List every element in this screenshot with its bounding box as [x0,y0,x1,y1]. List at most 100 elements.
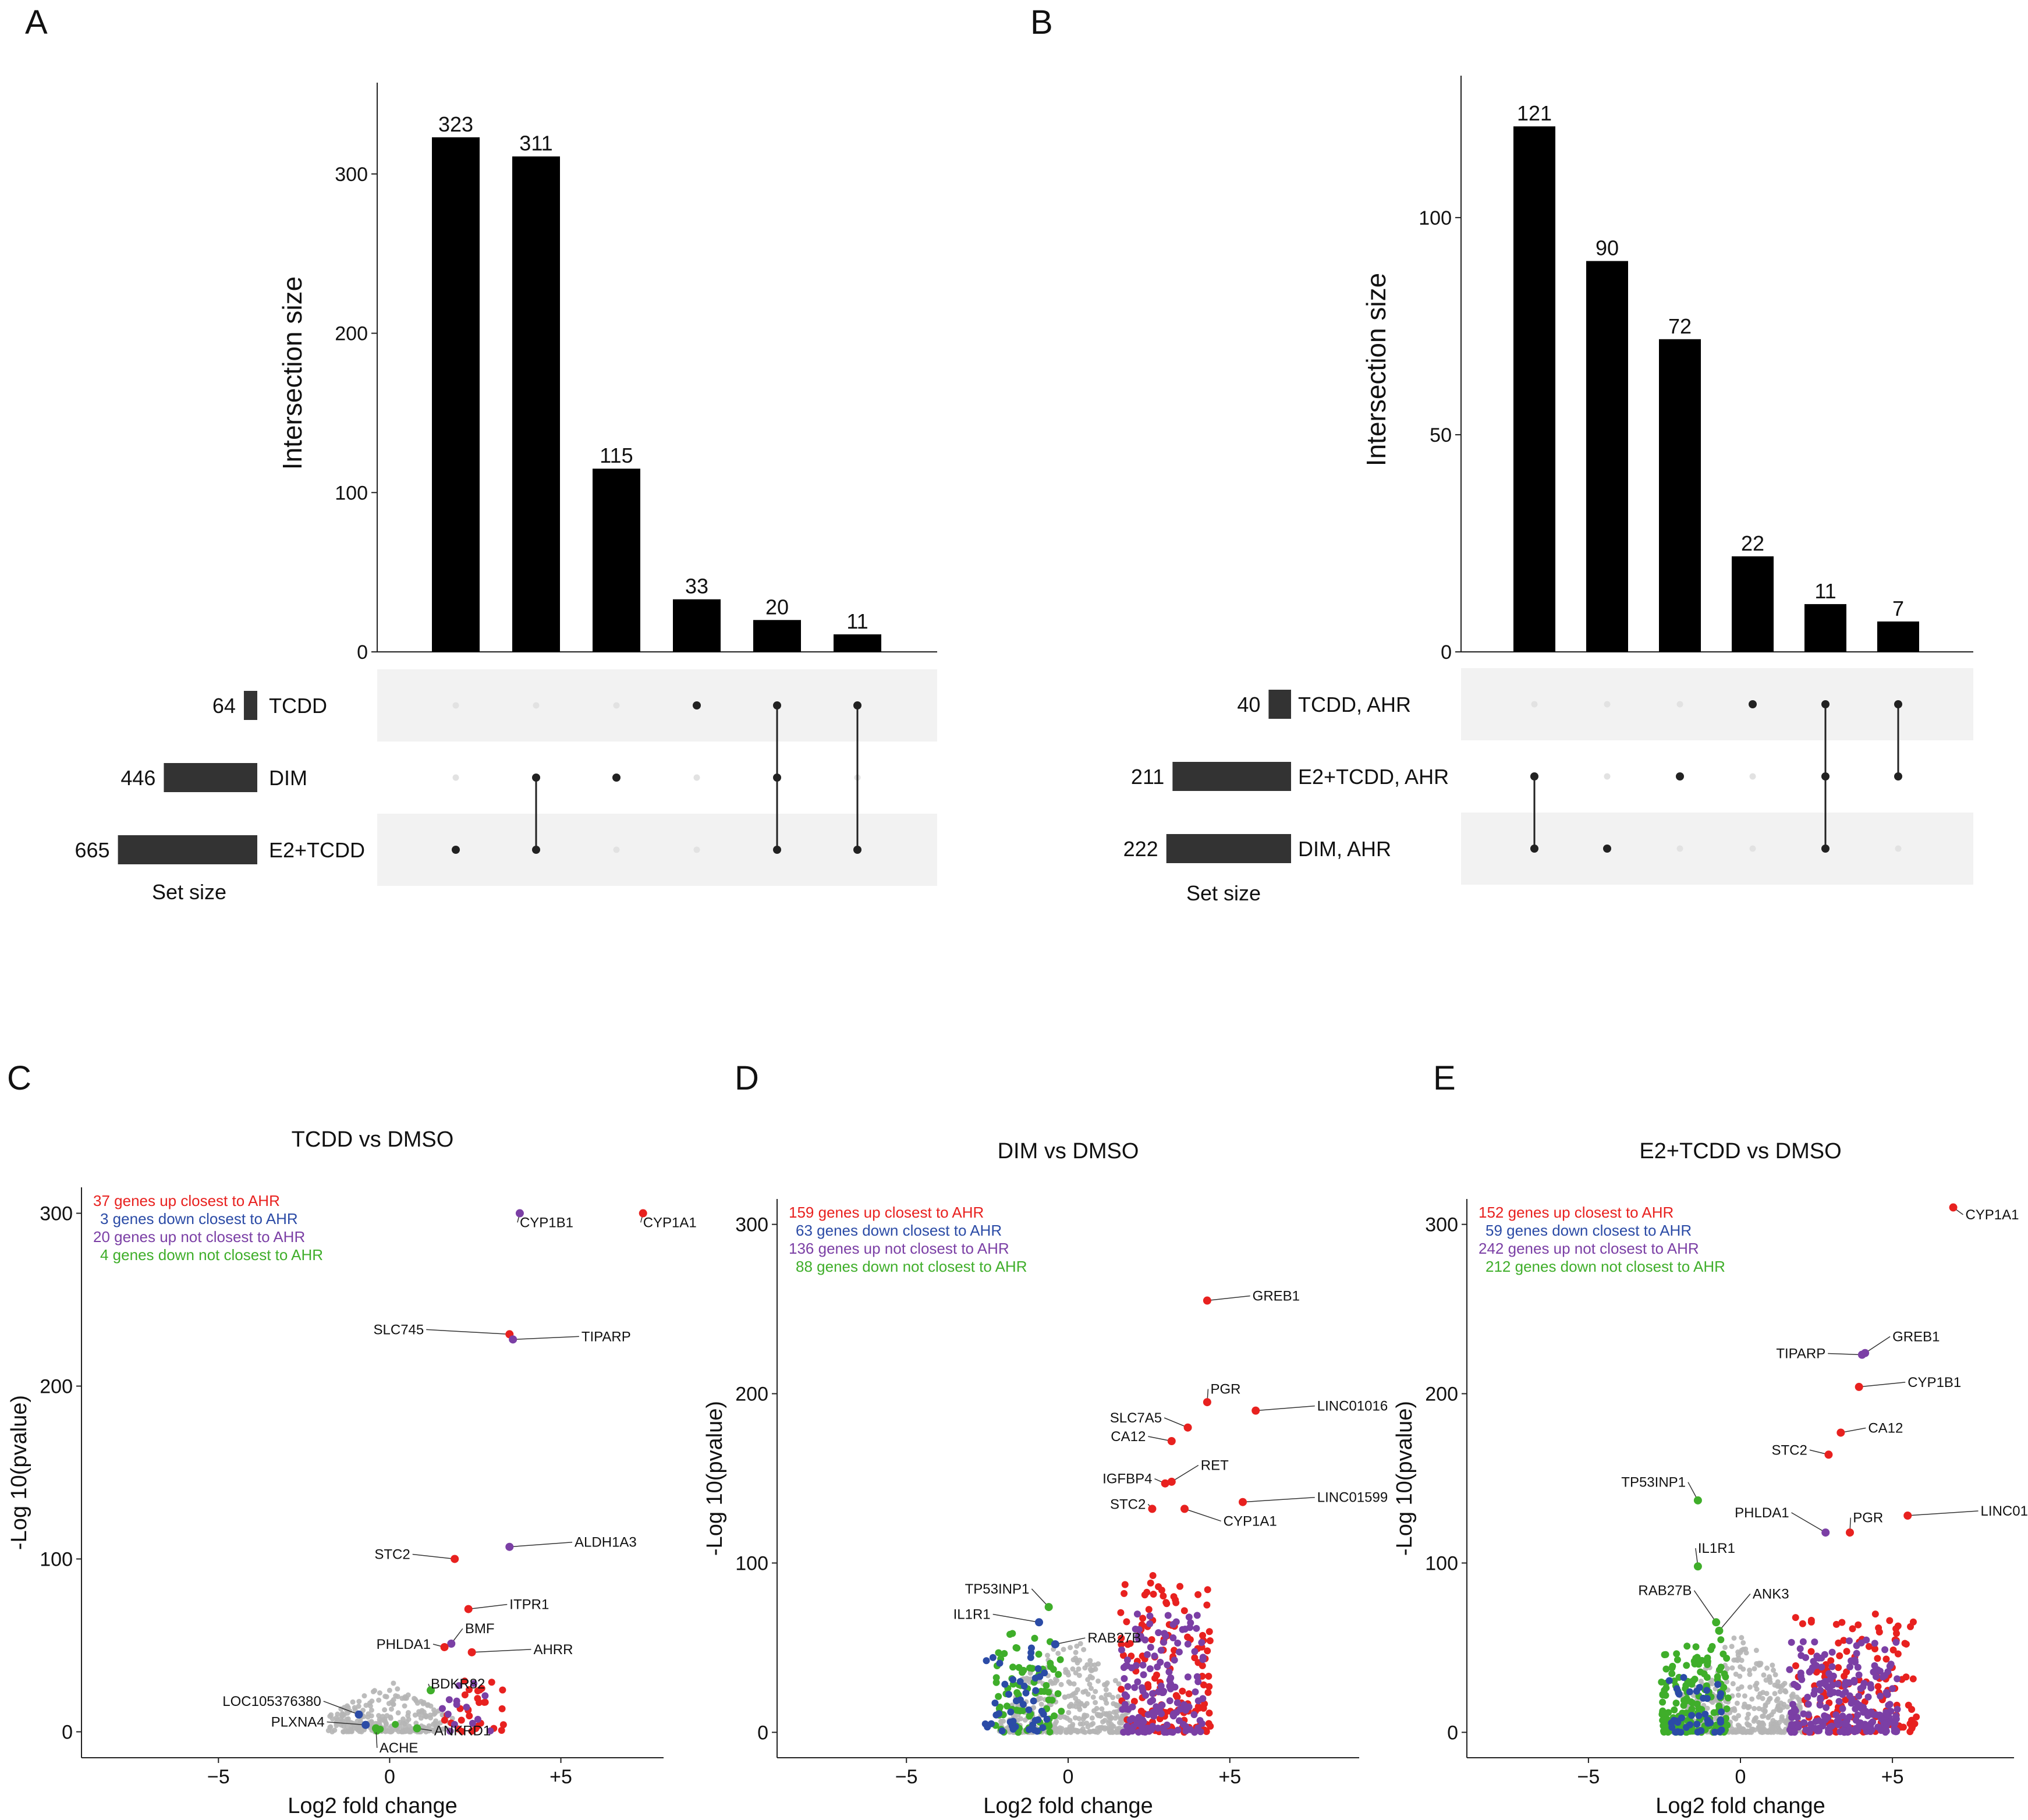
gene-point-ns [1757,1691,1763,1697]
matrix-dot-inactive [1604,701,1611,708]
gene-point-ns [363,1702,369,1708]
gene-point-sig [1722,1673,1729,1680]
gene-point-sig [466,1712,473,1720]
gene-label: ANKRD1 [434,1723,491,1739]
gene-point-sig [1853,1649,1860,1657]
gene-point-ns [1089,1675,1095,1681]
legend-entry: 20 genes up not closest to AHR [93,1228,305,1246]
gene-point-ns [1070,1691,1076,1697]
gene-label-leader [1256,1405,1315,1411]
gene-point-ns [384,1713,390,1719]
gene-label-leader [509,1541,573,1548]
gene-point-sig [1792,1614,1799,1622]
labeled-gene-point [1183,1423,1192,1432]
gene-label: ANK3 [1753,1587,1789,1602]
matrix-row-stripe [1461,668,1973,740]
gene-point-sig [1169,1729,1176,1736]
gene-point-ns [395,1686,400,1692]
gene-point-ns [1112,1678,1118,1684]
gene-point-sig [1009,1663,1017,1671]
gene-point-sig [1123,1693,1130,1700]
gene-label-leader [1841,1427,1866,1434]
legend-entry: 152 genes up closest to AHR [1479,1204,1674,1221]
gene-label: TP53INP1 [1621,1475,1686,1491]
gene-point-sig [1014,1707,1022,1714]
labeled-gene-point [1855,1382,1863,1391]
gene-point-sig [1047,1659,1054,1667]
gene-point-ns [421,1700,427,1705]
gene-point-ns [1732,1708,1738,1713]
gene-point-sig [1033,1727,1041,1735]
set-size-title: Set size [152,880,226,904]
gene-point-sig [446,1727,454,1735]
gene-point-sig [1126,1640,1134,1647]
gene-point-sig [1901,1640,1909,1647]
intersection-count-label: 22 [1741,531,1764,555]
gene-point-ns [369,1698,375,1704]
gene-point-sig [1176,1583,1184,1590]
labeled-gene-point [1821,1528,1830,1537]
gene-point-sig [1791,1705,1798,1712]
gene-point-sig [1854,1663,1862,1671]
gene-point-sig [1871,1640,1878,1647]
gene-point-ns [1762,1708,1768,1714]
gene-point-ns [1110,1695,1116,1701]
matrix-dot-active [612,774,621,782]
gene-point-sig [1698,1656,1706,1664]
gene-point-sig [989,1654,997,1661]
gene-point-ns [1777,1707,1783,1712]
gene-point-sig [1707,1719,1714,1726]
gene-point-ns [1076,1698,1082,1704]
set-size-value: 211 [1131,765,1164,789]
matrix-row-stripe [377,814,937,886]
y-axis-title: -Log 10(pvalue) [1392,1401,1417,1556]
gene-point-sig [1818,1654,1825,1662]
gene-point-sig [1692,1643,1700,1651]
gene-point-ns [1103,1687,1109,1693]
gene-point-sig [498,1726,505,1734]
gene-point-sig [1835,1715,1842,1723]
labeled-gene-point [1949,1203,1958,1212]
gene-label: CYP1A1 [1965,1207,2019,1223]
gene-label: LINC01016 [1981,1503,2028,1519]
gene-point-ns [1747,1668,1753,1673]
labeled-gene-point [1203,1296,1211,1305]
gene-point-sig [1807,1616,1815,1624]
gene-point-sig [1043,1681,1050,1689]
gene-point-sig [476,1699,483,1707]
labeled-gene-point [1715,1626,1724,1635]
y-tick-label: 300 [40,1203,73,1225]
gene-point-sig [1191,1654,1199,1662]
gene-point-ns [1794,1694,1800,1700]
gene-point-ns [1735,1722,1741,1728]
gene-point-sig [1153,1703,1160,1711]
gene-point-sig [1171,1656,1178,1664]
gene-point-sig [1005,1690,1012,1698]
chart-title: E2+TCDD vs DMSO [1639,1139,1841,1163]
gene-point-sig [1118,1641,1125,1648]
gene-point-sig [1172,1596,1179,1603]
gene-label: GREB1 [1253,1289,1300,1304]
gene-point-sig [1884,1691,1891,1698]
gene-point-sig [1692,1655,1700,1662]
gene-point-sig [1813,1662,1820,1669]
gene-point-sig [481,1698,489,1706]
gene-point-sig [1172,1618,1180,1626]
gene-point-ns [376,1697,382,1703]
gene-point-sig [1200,1681,1207,1688]
x-tick-label: +5 [1881,1766,1904,1788]
gene-label: TIPARP [582,1329,631,1344]
gene-point-sig [1686,1688,1693,1695]
gene-point-sig [1672,1729,1679,1736]
gene-point-ns [1778,1685,1784,1691]
gene-point-sig [1849,1625,1856,1633]
gene-point-sig [468,1727,476,1735]
gene-point-sig [1119,1705,1126,1713]
gene-point-sig [1199,1656,1207,1663]
gene-point-ns [1731,1635,1737,1641]
gene-point-sig [1133,1610,1141,1618]
gene-point-sig [1717,1636,1725,1644]
gene-label-leader [471,1649,531,1653]
gene-point-sig [1854,1711,1862,1719]
gene-point-ns [403,1695,409,1701]
